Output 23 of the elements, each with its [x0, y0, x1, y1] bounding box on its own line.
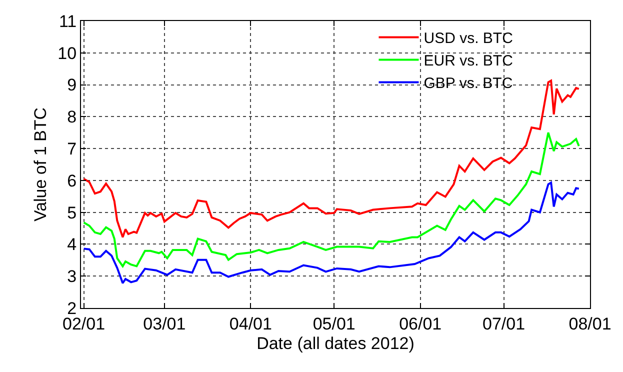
y-tick-label: 10: [58, 44, 77, 63]
line-series: [82, 80, 580, 238]
x-tick-label: 06/01: [399, 314, 442, 334]
x-tick-label: 03/01: [143, 314, 186, 334]
x-tick-label: 07/01: [482, 314, 526, 334]
x-axis-title: Date (all dates 2012): [256, 334, 414, 353]
x-tick-label: 04/01: [229, 314, 272, 334]
line-series: [82, 182, 580, 284]
y-tick-label: 11: [58, 12, 77, 31]
legend-label: EUR vs. BTC: [424, 52, 514, 70]
legend-label: GBP vs. BTC: [424, 75, 513, 92]
y-axis-title: Value of 1 BTC: [31, 107, 50, 222]
legend-label: USD vs. BTC: [424, 30, 514, 48]
y-tick-label: 4: [67, 235, 77, 254]
x-tick-label: 08/01: [568, 314, 612, 334]
line-series: [82, 132, 580, 268]
y-tick-label: 7: [67, 140, 77, 159]
x-tick-label: 05/01: [312, 314, 356, 334]
y-tick-label: 6: [67, 171, 77, 190]
y-tick-label: 3: [67, 267, 77, 286]
y-tick-label: 9: [67, 76, 77, 95]
y-tick-label: 5: [67, 203, 77, 222]
y-tick-label: 8: [67, 108, 77, 127]
